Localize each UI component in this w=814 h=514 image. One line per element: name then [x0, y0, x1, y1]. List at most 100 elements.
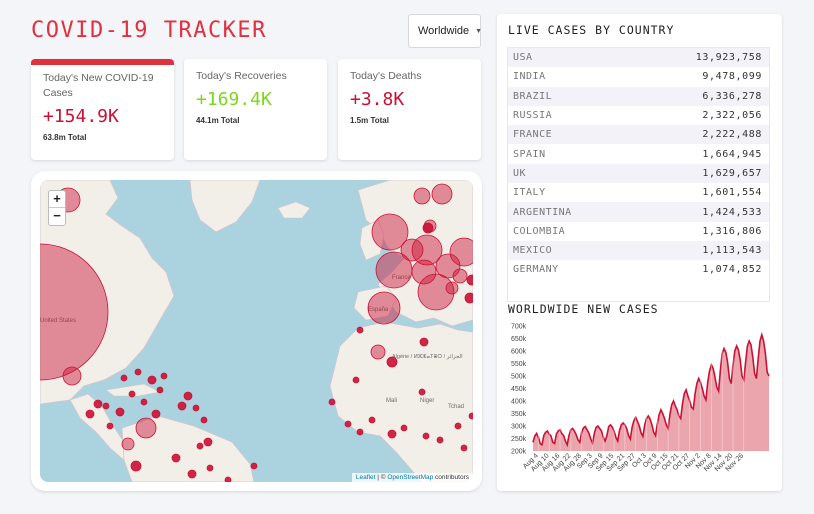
country-name: ARGENTINA [513, 206, 572, 218]
case-marker[interactable] [356, 428, 364, 436]
case-marker[interactable] [464, 292, 473, 304]
cases-stat-card[interactable]: Today's New COVID-19 Cases +154.9K 63.8m… [31, 59, 174, 160]
y-tick-label: 500k [511, 374, 527, 381]
case-marker[interactable] [445, 281, 459, 295]
country-name: ITALY [513, 187, 546, 199]
world-map[interactable]: United States France España Algérie / ⵍⵣ… [40, 180, 473, 482]
case-marker[interactable] [206, 464, 214, 472]
case-marker[interactable] [352, 376, 360, 384]
case-marker[interactable] [196, 442, 204, 450]
case-marker[interactable] [62, 366, 82, 386]
case-marker[interactable] [134, 368, 142, 376]
case-marker[interactable] [413, 187, 431, 205]
case-marker[interactable] [466, 274, 473, 286]
case-marker[interactable] [436, 436, 444, 444]
case-marker[interactable] [192, 404, 200, 412]
country-cases: 9,478,099 [702, 71, 762, 83]
case-marker[interactable] [460, 444, 468, 452]
case-marker[interactable] [40, 243, 109, 381]
zoom-in-button[interactable]: + [49, 191, 65, 208]
map-canvas[interactable]: United States France España Algérie / ⵍⵣ… [40, 180, 473, 482]
case-marker[interactable] [203, 437, 213, 447]
case-marker[interactable] [140, 398, 148, 406]
case-marker[interactable] [115, 407, 125, 417]
y-tick-label: 400k [511, 399, 527, 406]
case-marker[interactable] [400, 238, 424, 262]
case-marker[interactable] [386, 356, 398, 368]
case-marker[interactable] [106, 422, 114, 430]
case-marker[interactable] [224, 476, 232, 482]
case-marker[interactable] [177, 401, 187, 411]
case-marker[interactable] [85, 409, 95, 419]
case-marker[interactable] [431, 183, 453, 205]
case-marker[interactable] [468, 412, 473, 420]
case-marker[interactable] [370, 344, 386, 360]
deaths-stat-card[interactable]: Today's Deaths +3.8K 1.5m Total [338, 59, 481, 160]
case-marker[interactable] [371, 213, 409, 251]
recoveries-label: Today's Recoveries [196, 70, 287, 82]
recoveries-stat-card[interactable]: Today's Recoveries +169.4K 44.1m Total [184, 59, 327, 160]
case-marker[interactable] [120, 374, 128, 382]
country-dropdown[interactable]: Worldwide ▼ [408, 14, 482, 48]
case-marker[interactable] [400, 424, 408, 432]
osm-link[interactable]: OpenStreetMap [387, 474, 434, 481]
y-tick-label: 250k [511, 436, 527, 443]
case-marker[interactable] [449, 237, 473, 267]
country-name: COLOMBIA [513, 225, 566, 237]
country-row: USA 13,923,758 [508, 48, 769, 68]
case-marker[interactable] [356, 326, 364, 334]
new-cases-line [532, 331, 770, 448]
case-marker[interactable] [454, 422, 462, 430]
case-marker[interactable] [344, 420, 352, 428]
zoom-control: + − [48, 190, 66, 226]
case-marker[interactable] [121, 437, 135, 451]
land-iceland [277, 201, 311, 219]
map-label-united-states: United States [40, 318, 76, 324]
case-marker[interactable] [328, 398, 336, 406]
case-marker[interactable] [368, 416, 376, 424]
live-cases-table[interactable]: USA 13,923,758 INDIA 9,478,099 BRAZIL 6,336,2… [507, 47, 770, 302]
case-marker[interactable] [183, 391, 193, 401]
country-name: USA [513, 52, 533, 64]
cases-value: +154.9K [43, 106, 119, 127]
case-marker[interactable] [160, 372, 168, 380]
case-marker[interactable] [187, 469, 197, 479]
y-tick-label: 200k [511, 449, 527, 456]
case-marker[interactable] [422, 432, 430, 440]
deaths-value: +3.8K [350, 89, 405, 110]
case-marker[interactable] [422, 222, 434, 234]
case-marker[interactable] [156, 386, 164, 394]
case-marker[interactable] [130, 460, 142, 472]
case-marker[interactable] [93, 399, 103, 409]
recoveries-value: +169.4K [196, 89, 272, 110]
case-marker[interactable] [147, 375, 157, 385]
country-cases: 1,664,945 [702, 148, 762, 160]
country-name: FRANCE [513, 129, 553, 141]
zoom-out-button[interactable]: − [53, 208, 61, 223]
case-marker[interactable] [250, 462, 258, 470]
case-marker[interactable] [200, 416, 208, 424]
case-marker[interactable] [135, 417, 157, 439]
case-marker[interactable] [387, 429, 397, 439]
map-card: United States France España Algérie / ⵍⵣ… [31, 171, 482, 491]
country-cases: 2,222,488 [702, 129, 762, 141]
leaflet-link[interactable]: Leaflet [355, 474, 376, 481]
case-marker[interactable] [418, 388, 426, 396]
y-tick-label: 450k [511, 386, 527, 393]
case-marker[interactable] [419, 337, 429, 347]
case-marker[interactable] [417, 273, 455, 311]
country-row: INDIA 9,478,099 [508, 67, 769, 86]
country-row: COLOMBIA 1,316,806 [508, 222, 769, 241]
attribution-sep: | © [375, 474, 388, 481]
case-marker[interactable] [102, 402, 110, 410]
case-marker[interactable] [375, 251, 413, 289]
case-marker[interactable] [452, 268, 468, 284]
new-cases-area [533, 334, 769, 451]
case-marker[interactable] [367, 291, 401, 325]
country-cases: 1,629,657 [702, 167, 762, 179]
case-marker[interactable] [151, 409, 161, 419]
case-marker[interactable] [411, 259, 437, 285]
country-name: UK [513, 167, 527, 179]
case-marker[interactable] [128, 390, 136, 398]
case-marker[interactable] [171, 453, 181, 463]
